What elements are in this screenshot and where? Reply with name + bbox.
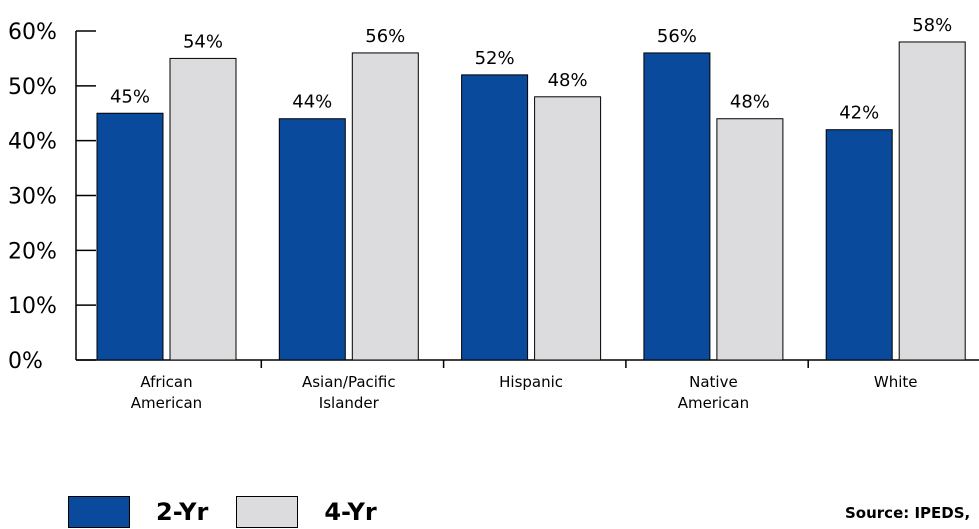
data-label: 54% <box>183 31 223 52</box>
legend-swatch-4yr <box>236 496 299 528</box>
x-tick-label: Asian/Pacific Islander <box>302 373 396 412</box>
x-axis: African American Asian/Pacific Islander Hisp… <box>76 359 979 412</box>
y-tick-label: 30% <box>8 185 57 210</box>
legend-label-4yr: 4-Yr <box>324 498 377 526</box>
legend-swatch-2yr <box>68 496 130 528</box>
y-tick-label: 50% <box>8 75 57 100</box>
data-label: 48% <box>548 70 588 91</box>
data-label: 42% <box>839 103 879 124</box>
y-tick-label: 60% <box>8 20 57 45</box>
data-labels: 45% 54% 44% 56% 52% 48% 56% 48% 42% 58% <box>110 15 952 124</box>
legend-label-2yr: 2-Yr <box>156 498 209 526</box>
bar-2yr <box>461 74 529 361</box>
data-label: 56% <box>365 26 405 47</box>
bar-chart: 0% 10% 20% 30% 40% 50% 60% African American Asia… <box>8 15 979 412</box>
y-tick-label: 20% <box>8 239 57 264</box>
y-tick-label: 0% <box>8 349 43 374</box>
legend: 2-Yr 4-Yr <box>68 495 405 529</box>
y-tick-label: 10% <box>8 294 57 319</box>
data-label: 58% <box>912 15 952 36</box>
x-tick-label: Native American <box>678 373 749 412</box>
bar-4yr <box>534 96 602 361</box>
bars <box>96 41 966 361</box>
data-label: 56% <box>657 26 697 47</box>
data-label: 48% <box>730 92 770 113</box>
x-tick-label: Hispanic <box>499 373 563 391</box>
bar-4yr <box>351 52 419 361</box>
bar-4yr <box>898 41 966 361</box>
bar-2yr <box>96 112 164 361</box>
data-label: 44% <box>292 92 332 113</box>
y-tick-label: 40% <box>8 130 57 155</box>
bar-4yr <box>169 57 237 361</box>
source-note: Source: IPEDS, <box>845 504 971 522</box>
bar-4yr <box>716 118 784 361</box>
y-axis: 0% 10% 20% 30% 40% 50% 60% <box>8 20 96 374</box>
data-label: 52% <box>475 48 515 69</box>
bar-2yr <box>643 52 711 361</box>
x-tick-label: White <box>874 373 918 391</box>
bar-2yr <box>278 118 346 361</box>
data-label: 45% <box>110 86 150 107</box>
bar-2yr <box>825 129 893 361</box>
x-tick-label: African American <box>131 373 202 412</box>
